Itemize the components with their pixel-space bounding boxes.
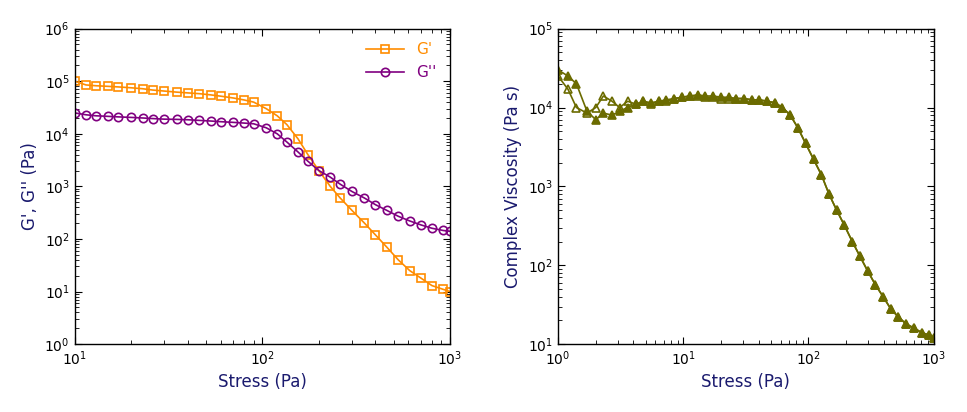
- G': [171, 90, 183, 95]
- G': [147, 88, 159, 93]
- G': [325, 184, 337, 189]
- G'': [136, 115, 148, 120]
- G': [335, 196, 346, 201]
- G': [359, 221, 370, 226]
- G': [126, 85, 137, 90]
- Y-axis label: G', G'' (Pa): G', G'' (Pa): [21, 143, 39, 230]
- G'': [227, 120, 239, 125]
- G': [182, 90, 193, 95]
- G'': [248, 121, 259, 126]
- G': [369, 232, 381, 237]
- G': [281, 122, 293, 127]
- G': [426, 283, 438, 288]
- G'': [215, 119, 226, 124]
- G'': [393, 214, 404, 219]
- G'': [335, 182, 346, 187]
- G': [404, 268, 416, 273]
- G'': [69, 110, 80, 115]
- G'': [313, 168, 325, 173]
- G'': [292, 150, 304, 154]
- G': [80, 82, 92, 87]
- Line: G'': G'': [71, 109, 454, 236]
- G': [193, 91, 205, 96]
- G'': [404, 218, 416, 223]
- G'': [182, 117, 193, 122]
- G': [215, 94, 226, 98]
- G'': [205, 119, 217, 124]
- G': [90, 83, 102, 88]
- G'': [272, 131, 283, 136]
- G'': [437, 228, 449, 233]
- G': [346, 208, 358, 213]
- G'': [369, 202, 381, 207]
- G'': [325, 175, 337, 180]
- G'': [381, 208, 393, 213]
- Y-axis label: Complex Viscosity (Pa s): Complex Viscosity (Pa s): [505, 85, 522, 288]
- G'': [346, 189, 358, 194]
- G': [302, 152, 313, 157]
- G': [248, 100, 259, 105]
- G'': [193, 118, 205, 123]
- G'': [90, 113, 102, 118]
- G'': [415, 222, 426, 227]
- G'': [80, 112, 92, 117]
- G': [227, 96, 239, 101]
- G': [112, 84, 124, 89]
- G': [205, 92, 217, 97]
- G': [292, 136, 304, 141]
- G': [69, 79, 80, 84]
- G': [238, 98, 249, 103]
- G': [313, 168, 325, 173]
- G': [136, 86, 148, 91]
- G'': [112, 115, 124, 119]
- G'': [302, 159, 313, 164]
- G': [393, 258, 404, 262]
- Legend: G', G'': G', G'': [360, 36, 443, 86]
- G': [102, 84, 113, 89]
- G'': [238, 121, 249, 126]
- G'': [102, 114, 113, 119]
- G'': [147, 116, 159, 121]
- G': [415, 276, 426, 281]
- G': [159, 89, 170, 94]
- G'': [359, 196, 370, 201]
- G'': [426, 226, 438, 231]
- G'': [281, 140, 293, 145]
- G': [444, 289, 455, 294]
- G'': [159, 117, 170, 122]
- X-axis label: Stress (Pa): Stress (Pa): [218, 373, 307, 391]
- G': [437, 287, 449, 292]
- Line: G': G': [71, 77, 454, 296]
- G'': [171, 117, 183, 122]
- X-axis label: Stress (Pa): Stress (Pa): [701, 373, 790, 391]
- G'': [444, 229, 455, 234]
- G'': [260, 125, 272, 130]
- G': [272, 113, 283, 118]
- G': [260, 106, 272, 111]
- G': [381, 245, 393, 250]
- G'': [126, 115, 137, 120]
